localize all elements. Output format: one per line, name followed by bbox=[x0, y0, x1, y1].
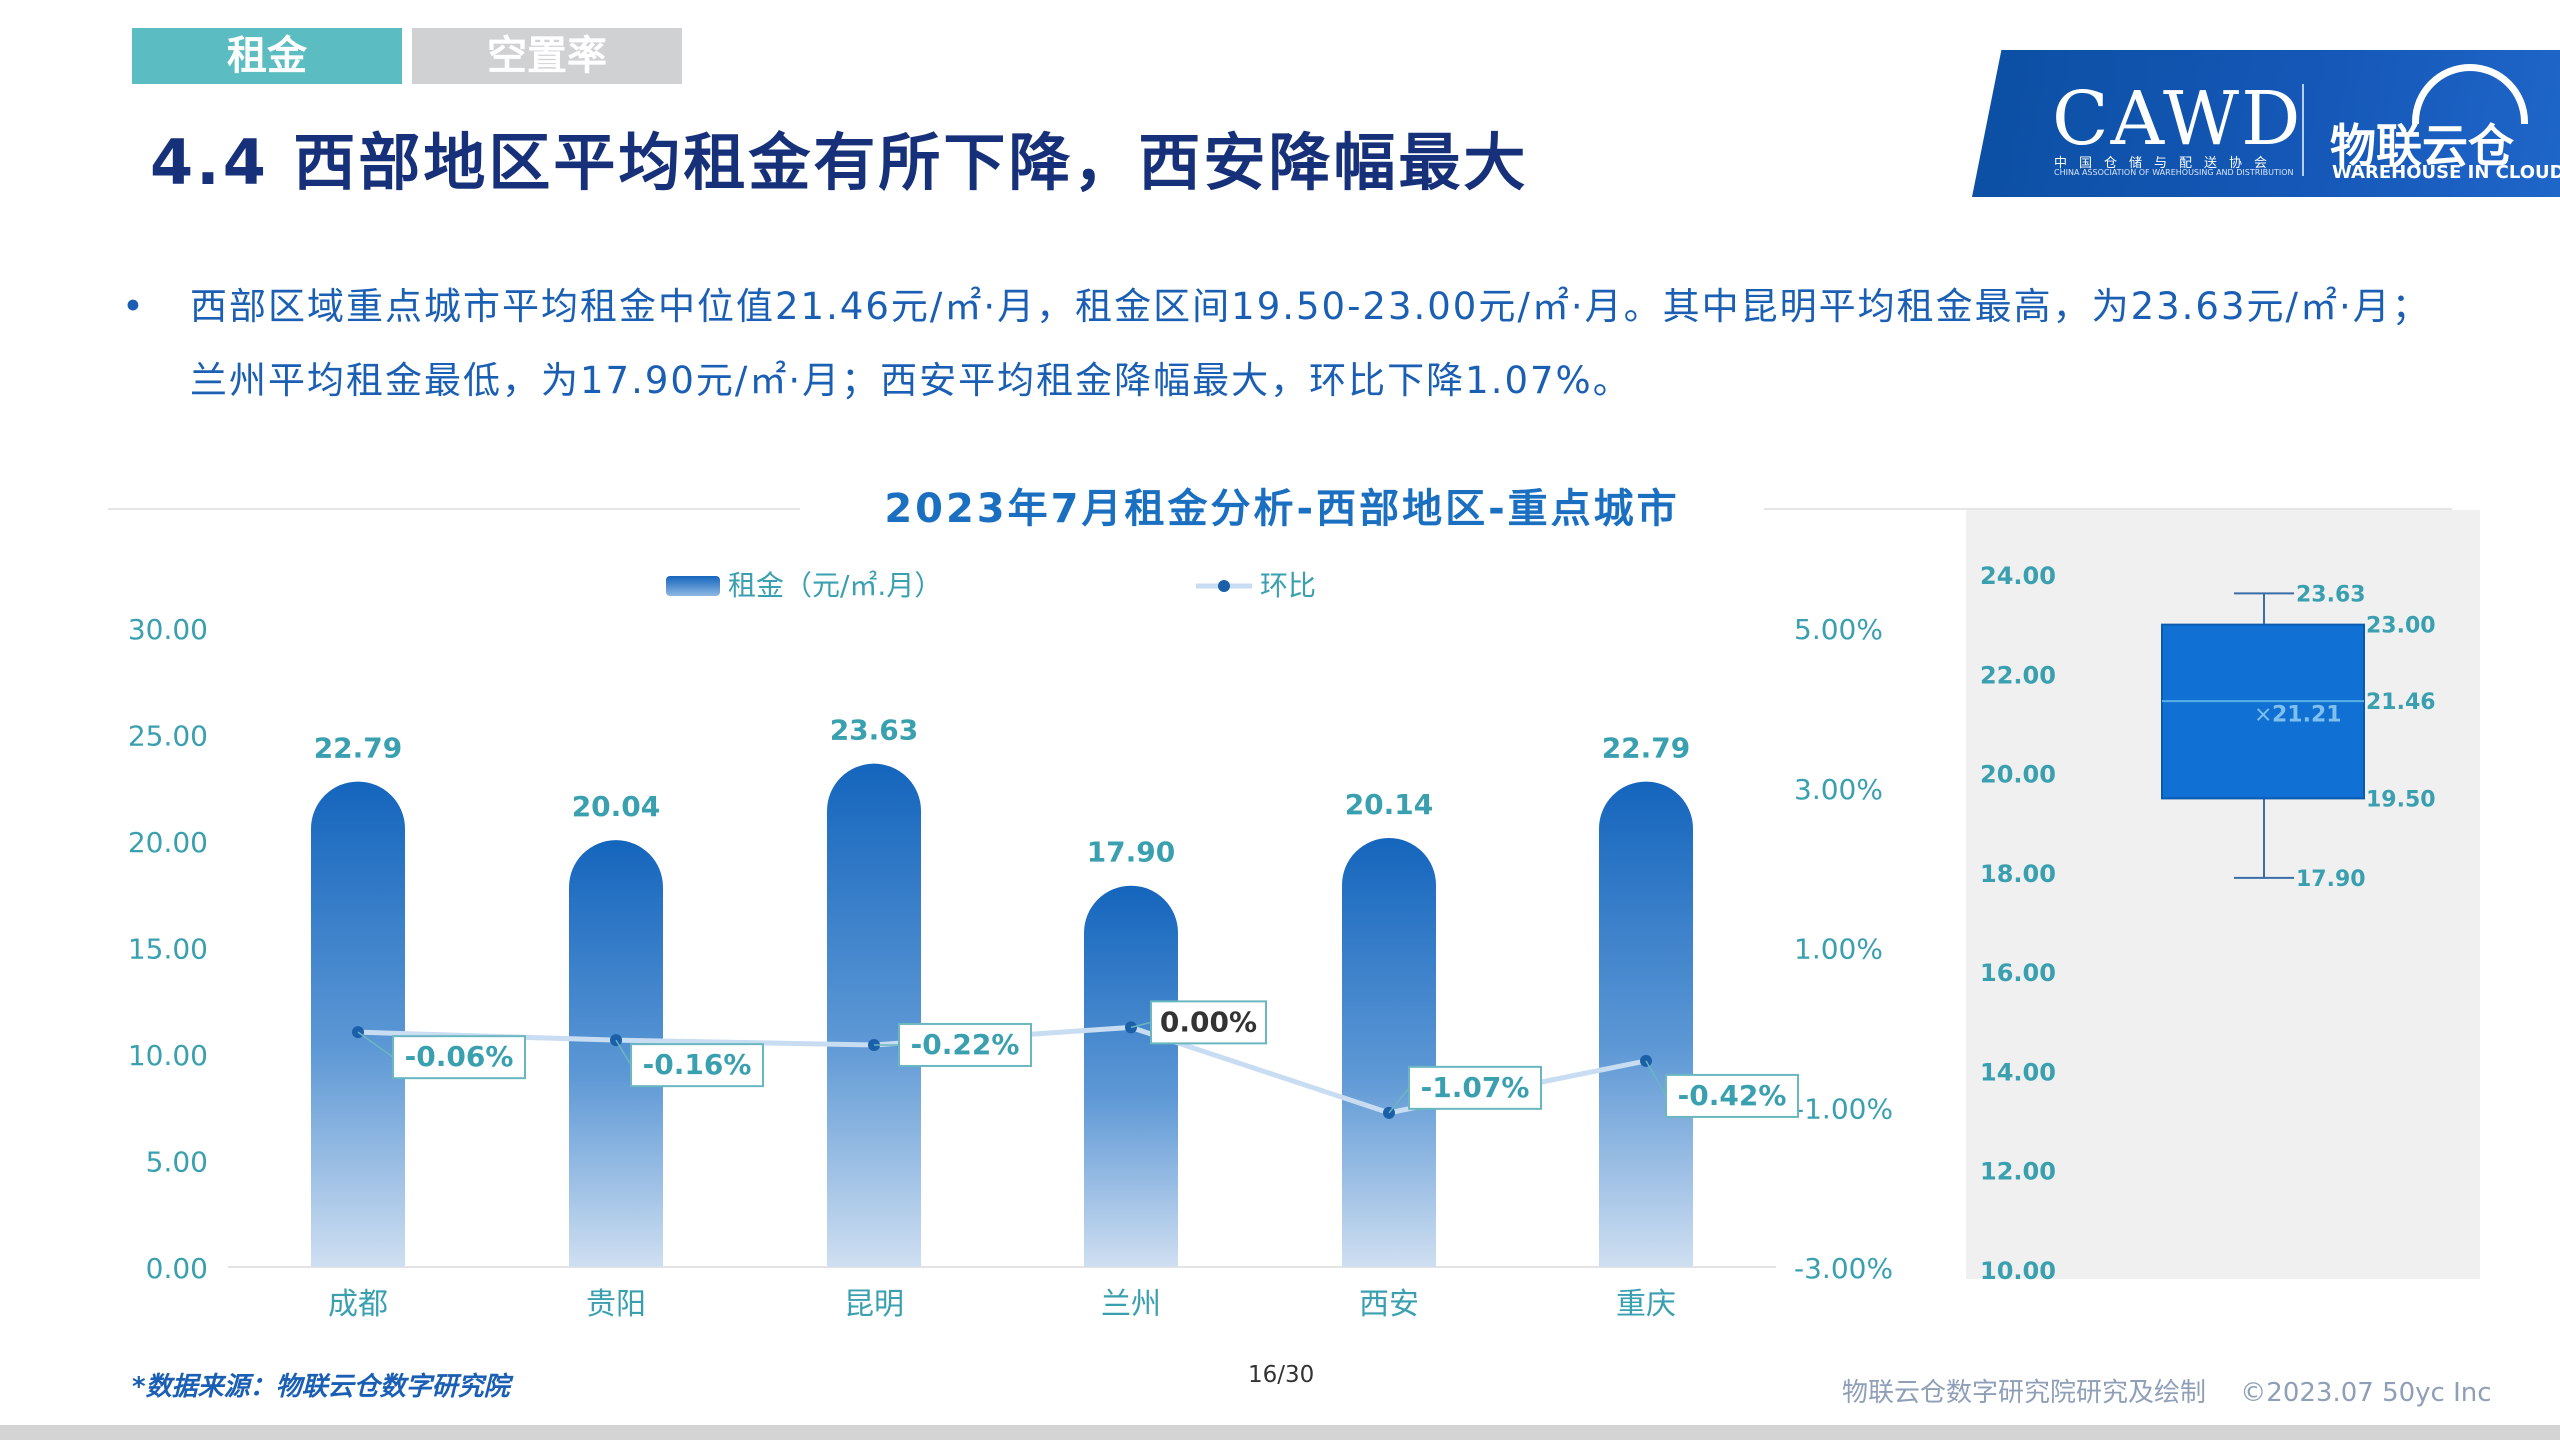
right-tick-label: -1.00% bbox=[1794, 1092, 1893, 1125]
left-tick-label: 10.00 bbox=[128, 1039, 208, 1072]
x-tick-label: 西安 bbox=[1359, 1287, 1419, 1322]
mom-label-box bbox=[1408, 1065, 1542, 1110]
left-axis: 0.00 5.00 10.00 15.00 20.00 25.00 30.00 bbox=[128, 613, 208, 1285]
x-axis: 成都 贵阳 昆明 兰州 西安 重庆 bbox=[328, 1287, 1676, 1322]
box-tick-label: 10.00 bbox=[1980, 1257, 2056, 1285]
right-tick-label: 3.00% bbox=[1794, 773, 1883, 806]
box-tick-label: 14.00 bbox=[1980, 1058, 2056, 1086]
logo-wuliu-text: 物联云仓 bbox=[2330, 119, 2514, 173]
logo-en-text: CHINA ASSOCIATION OF WAREHOUSING AND DIS… bbox=[2054, 168, 2294, 177]
box-tick-label: 22.00 bbox=[1980, 661, 2056, 689]
box-tick-label: 12.00 bbox=[1980, 1158, 2056, 1186]
logo-cawd-text: CAWD bbox=[2052, 76, 2303, 162]
bar-value-label: 20.04 bbox=[572, 790, 661, 823]
bar-value-label: 20.14 bbox=[1345, 788, 1434, 821]
boxplot: 10.00 12.00 14.00 16.00 18.00 20.00 22.00 24.00… bbox=[1980, 562, 2436, 1285]
footer-credit-text: 物联云仓数字研究院研究及绘制 bbox=[1842, 1378, 2207, 1408]
mom-value-label: -1.07% bbox=[1421, 1071, 1530, 1104]
box-tick-label: 16.00 bbox=[1980, 959, 2056, 987]
chart-title: 2023年7月租金分析-西部地区-重点城市 bbox=[884, 486, 1679, 532]
left-tick-label: 0.00 bbox=[146, 1252, 208, 1285]
summary-line-1: 西部区域重点城市平均租金中位值21.46元/㎡·月，租金区间19.50-23.0… bbox=[190, 285, 2431, 328]
box-mean-marker: × bbox=[2254, 703, 2272, 728]
right-axis: -3.00% -1.00% 1.00% 3.00% 5.00% bbox=[1794, 613, 1893, 1285]
bar bbox=[1084, 885, 1178, 1267]
footer-credit: 物联云仓数字研究院研究及绘制 ©2023.07 50yc Inc bbox=[1842, 1372, 2492, 1409]
bar bbox=[569, 840, 663, 1267]
logo-divider bbox=[2302, 84, 2304, 176]
left-tick-label: 5.00 bbox=[146, 1146, 208, 1179]
bar bbox=[1599, 781, 1693, 1267]
box-q1-label: 19.50 bbox=[2366, 787, 2436, 812]
mom-leader-line bbox=[1388, 1087, 1410, 1114]
left-tick-label: 15.00 bbox=[128, 933, 208, 966]
mom-value-label: -0.16% bbox=[643, 1048, 752, 1081]
mom-label-box bbox=[392, 1035, 526, 1080]
box-median-label: 21.46 bbox=[2366, 690, 2436, 715]
x-tick-label: 成都 bbox=[328, 1287, 388, 1322]
footer-copyright: ©2023.07 50yc Inc bbox=[2240, 1378, 2492, 1408]
bar-value-label: 22.79 bbox=[314, 732, 403, 765]
data-source: *数据来源：物联云仓数字研究院 bbox=[132, 1372, 510, 1402]
mom-label-box bbox=[1665, 1073, 1799, 1118]
x-tick-label: 昆明 bbox=[844, 1287, 904, 1322]
left-tick-label: 25.00 bbox=[128, 720, 208, 753]
mom-value-label: 0.00% bbox=[1160, 1005, 1257, 1038]
mom-label-box bbox=[898, 1022, 1032, 1067]
legend-mom-label: 环比 bbox=[1260, 569, 1316, 602]
legend-bar-swatch bbox=[666, 576, 720, 596]
bar bbox=[1342, 838, 1436, 1267]
left-tick-label: 20.00 bbox=[128, 826, 208, 859]
box-q3-label: 23.00 bbox=[2366, 614, 2436, 639]
box-mean-label: 21.21 bbox=[2272, 703, 2342, 728]
mom-leader-line bbox=[1130, 1021, 1152, 1029]
bar bbox=[311, 781, 405, 1267]
mom-leader-line bbox=[357, 1031, 394, 1058]
right-tick-label: 5.00% bbox=[1794, 613, 1883, 646]
box-max-label: 23.63 bbox=[2296, 582, 2366, 607]
box-tick-label: 18.00 bbox=[1980, 860, 2056, 888]
legend-line-marker bbox=[1218, 580, 1230, 592]
cawd-logo: CAWD 中国仓储与配送协会 CHINA ASSOCIATION OF WARE… bbox=[1972, 50, 2560, 197]
x-tick-label: 兰州 bbox=[1101, 1287, 1161, 1322]
right-tick-label: 1.00% bbox=[1794, 933, 1883, 966]
logo-cn-text: 中国仓储与配送协会 bbox=[2054, 156, 2280, 171]
summary-bullet: • 西部区域重点城市平均租金中位值21.46元/㎡·月，租金区间19.50-23… bbox=[122, 270, 2510, 418]
bar-value-label: 17.90 bbox=[1087, 836, 1176, 869]
mom-label-box bbox=[1150, 1000, 1267, 1045]
legend-rent-label: 租金（元/㎡.月） bbox=[728, 569, 942, 602]
box-tick-label: 20.00 bbox=[1980, 761, 2056, 789]
mom-value-label: -0.42% bbox=[1678, 1079, 1787, 1112]
logo-wic-text: WAREHOUSE IN CLOUD bbox=[2332, 162, 2560, 183]
x-tick-label: 重庆 bbox=[1616, 1287, 1676, 1322]
tab-vacancy[interactable]: 空置率 bbox=[412, 28, 682, 84]
rent-chart: 2023年7月租金分析-西部地区-重点城市 租金（元/㎡.月） 环比 0.00 5… bbox=[108, 486, 2480, 1322]
right-tick-label: -3.00% bbox=[1794, 1252, 1893, 1285]
bar-series: 22.79 20.04 23.63 17.90 20.14 22.79 bbox=[311, 714, 1693, 1267]
tab-rent[interactable]: 租金 bbox=[132, 28, 402, 84]
mom-line-series: -0.06% -0.16% -0.22% 0.00% -1.07% -0.42% bbox=[352, 1000, 1799, 1119]
box-tick-label: 24.00 bbox=[1980, 562, 2056, 590]
bar-value-label: 23.63 bbox=[830, 714, 919, 747]
bar-value-label: 22.79 bbox=[1602, 732, 1691, 765]
mom-value-label: -0.06% bbox=[405, 1040, 514, 1073]
mom-leader-line bbox=[1645, 1060, 1667, 1097]
mom-value-label: -0.22% bbox=[911, 1028, 1020, 1061]
mom-leader-line bbox=[615, 1039, 632, 1066]
left-tick-label: 30.00 bbox=[128, 613, 208, 646]
box-min-label: 17.90 bbox=[2296, 867, 2366, 892]
box-iqr bbox=[2161, 623, 2365, 800]
bar bbox=[827, 763, 921, 1267]
bottom-bar bbox=[0, 1425, 2560, 1440]
summary-line-2: 兰州平均租金最低，为17.90元/㎡·月；西安平均租金降幅最大，环比下降1.07… bbox=[190, 359, 1632, 402]
chart-legend: 租金（元/㎡.月） 环比 bbox=[666, 569, 1316, 602]
page-title: 4.4 西部地区平均租金有所下降，西安降幅最大 bbox=[150, 126, 1529, 199]
page-number: 16/30 bbox=[1248, 1362, 1315, 1388]
bullet-dot: • bbox=[122, 285, 144, 328]
mom-label-box bbox=[630, 1043, 764, 1088]
x-tick-label: 贵阳 bbox=[586, 1287, 646, 1322]
